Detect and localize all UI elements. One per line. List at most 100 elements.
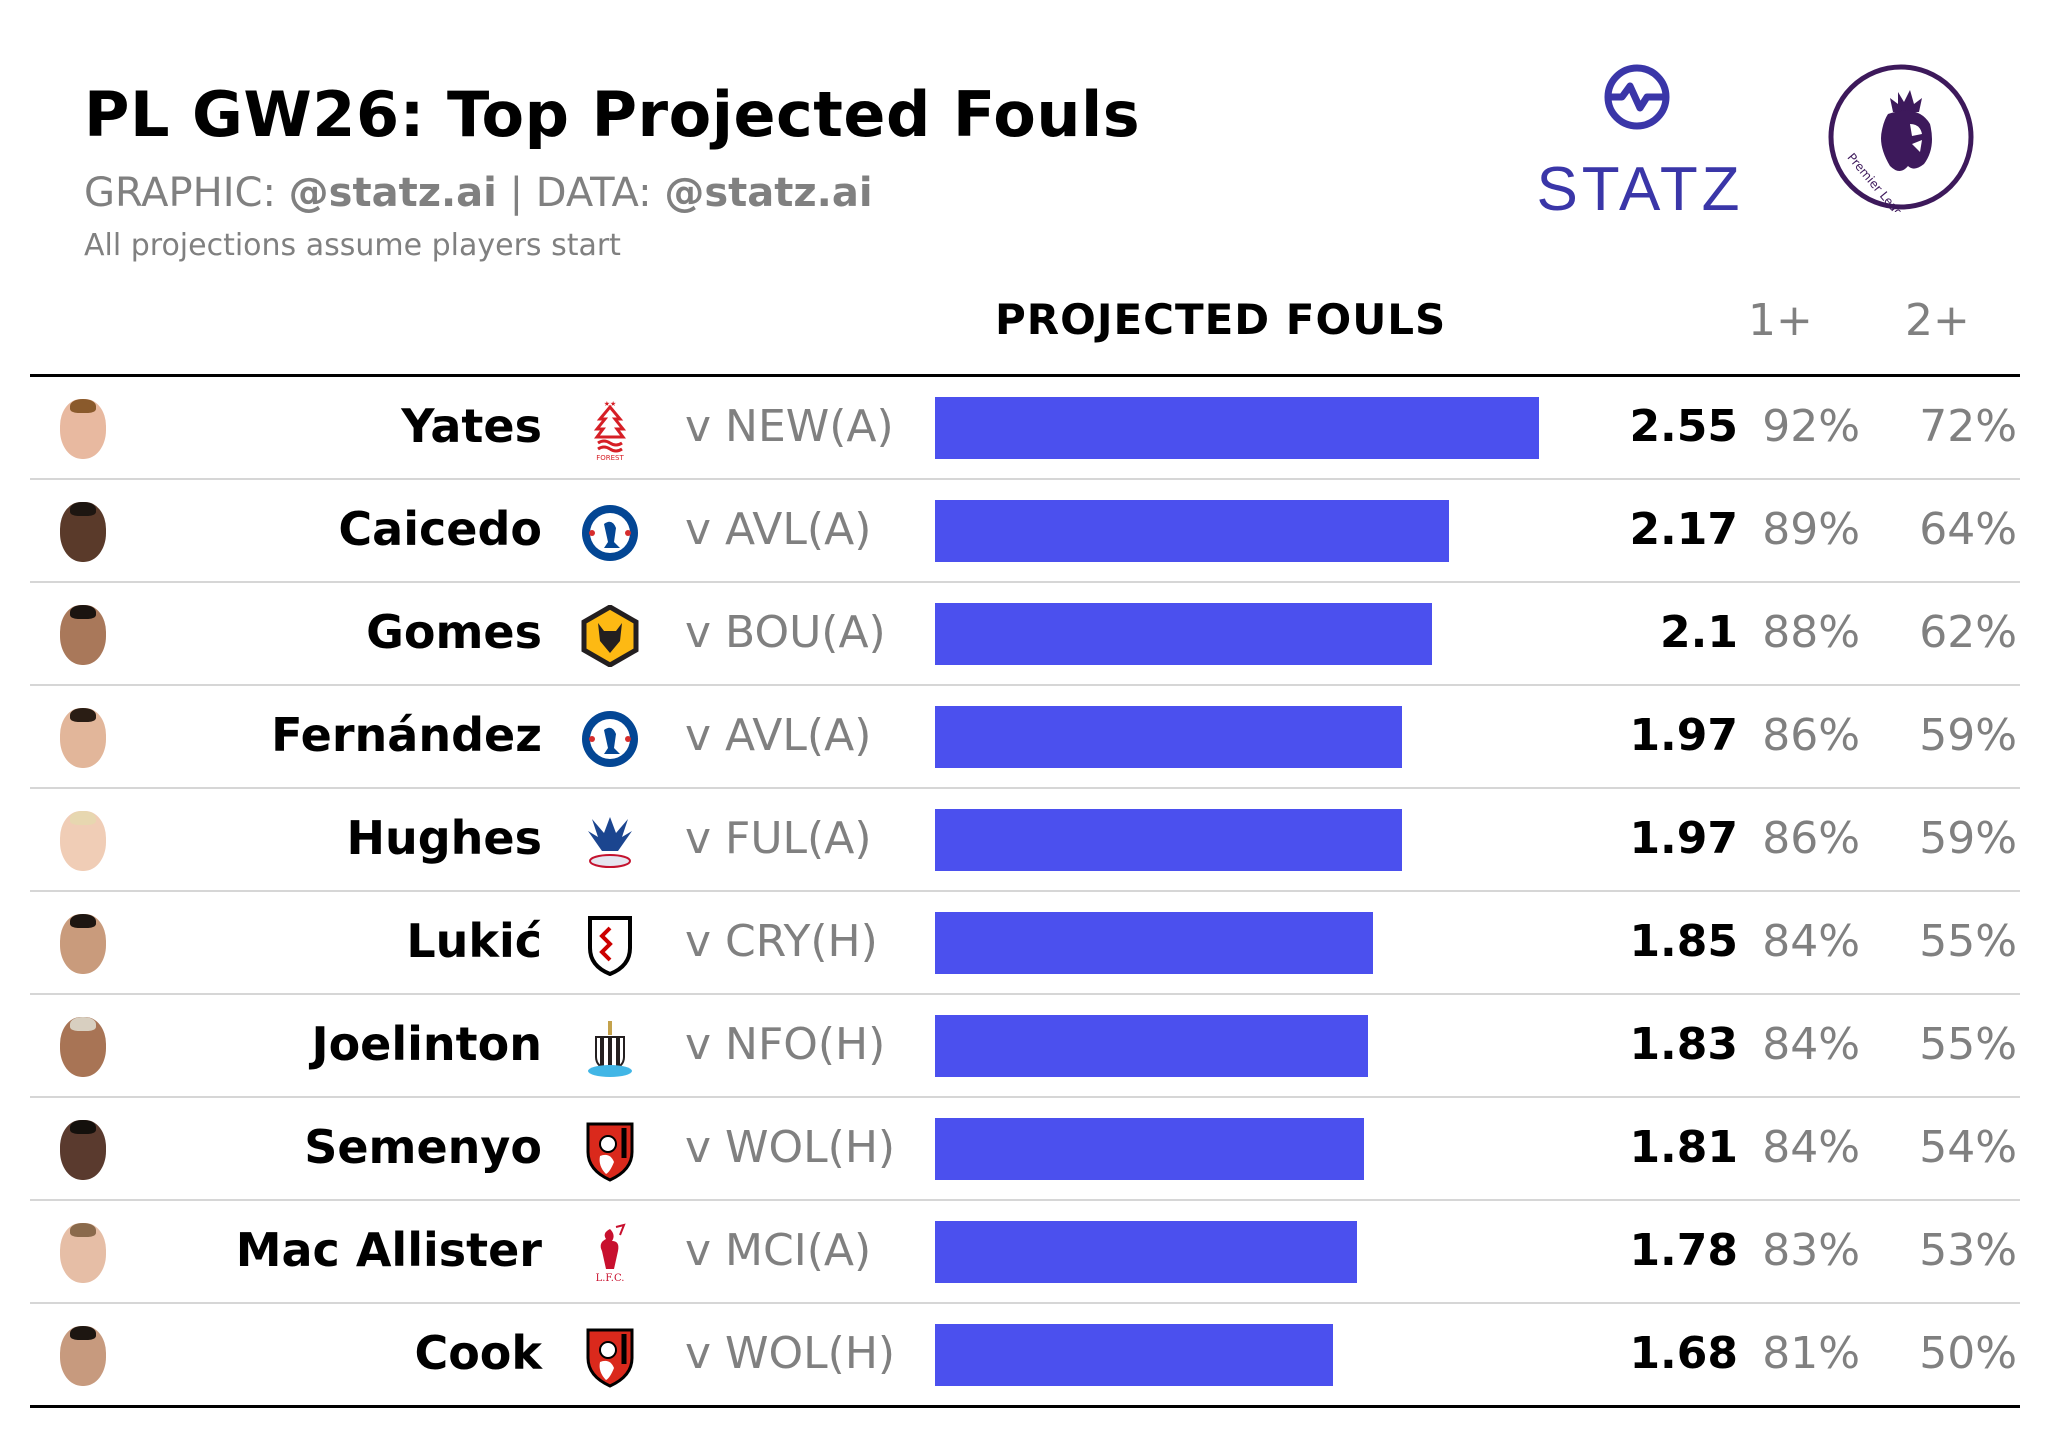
prob-1plus: 84%	[1762, 1019, 1860, 1070]
table-row-semenyo: Semenyo v WOL(H) 1.81 84% 54%	[30, 1098, 2020, 1201]
table-row-gomes: Gomes v BOU(A) 2.1 88% 62%	[30, 583, 2020, 686]
player-avatar	[60, 502, 106, 562]
fouls-bar	[935, 1118, 1364, 1180]
projected-fouls-value: 1.83	[1629, 1019, 1738, 1070]
prob-1plus: 84%	[1762, 1122, 1860, 1173]
column-header-1plus: 1+	[1748, 295, 1813, 346]
prob-2plus: 59%	[1919, 710, 2017, 761]
prob-2plus: 55%	[1919, 1019, 2017, 1070]
table-row-fernández: Fernández v AVL(A) 1.97 86% 59%	[30, 686, 2020, 789]
prob-2plus: 59%	[1919, 813, 2017, 864]
player-name: Gomes	[366, 605, 542, 659]
player-name: Fernández	[271, 708, 542, 762]
prob-1plus: 83%	[1762, 1225, 1860, 1276]
table-row-lukić: Lukić v CRY(H) 1.85 84% 55%	[30, 892, 2020, 995]
prob-2plus: 55%	[1919, 916, 2017, 967]
projected-fouls-value: 1.81	[1629, 1122, 1738, 1173]
player-avatar	[60, 1223, 106, 1283]
svg-text:FOREST: FOREST	[596, 454, 624, 461]
prob-1plus: 92%	[1762, 401, 1860, 452]
pulse-circle-icon	[1604, 64, 1670, 130]
projected-fouls-value: 1.78	[1629, 1225, 1738, 1276]
projected-fouls-value: 2.55	[1629, 401, 1738, 452]
column-header-2plus: 2+	[1905, 295, 1970, 346]
player-avatar	[60, 1120, 106, 1180]
table-row-cook: Cook v WOL(H) 1.68 81% 50%	[30, 1304, 2020, 1407]
player-name: Yates	[401, 399, 542, 453]
projected-fouls-value: 1.68	[1629, 1328, 1738, 1379]
opponent-fixture: v WOL(H)	[685, 1328, 896, 1379]
player-avatar	[60, 1326, 106, 1386]
player-name: Caicedo	[338, 502, 542, 556]
prob-2plus: 50%	[1919, 1328, 2017, 1379]
projected-fouls-value: 1.97	[1629, 710, 1738, 761]
opponent-fixture: v MCI(A)	[685, 1225, 872, 1276]
fouls-bar	[935, 706, 1402, 768]
opponent-fixture: v BOU(A)	[685, 607, 886, 658]
bournemouth-crest-icon	[586, 1122, 634, 1182]
opponent-fixture: v NEW(A)	[685, 401, 894, 452]
opponent-fixture: v NFO(H)	[685, 1019, 886, 1070]
player-avatar	[60, 1017, 106, 1077]
table-top-rule	[30, 374, 2020, 377]
data-handle: @statz.ai	[664, 170, 873, 216]
table-row-hughes: Hughes v FUL(A) 1.97 86% 59%	[30, 789, 2020, 892]
prob-1plus: 88%	[1762, 607, 1860, 658]
fouls-bar	[935, 912, 1373, 974]
fouls-bar	[935, 1015, 1368, 1077]
graphic-label: GRAPHIC:	[84, 170, 289, 216]
prob-2plus: 54%	[1919, 1122, 2017, 1173]
player-name: Hughes	[346, 811, 543, 865]
prob-2plus: 53%	[1919, 1225, 2017, 1276]
crystal-palace-crest-icon	[588, 817, 632, 868]
statz-wordmark: STATZ	[1536, 155, 1744, 224]
chelsea-crest-icon	[582, 505, 638, 561]
player-table: Yates FOREST ★★ v NEW(A) 2.55 92% 72% Cai…	[30, 377, 2020, 1407]
table-row-joelinton: Joelinton v NFO(H) 1.83 84% 55%	[30, 995, 2020, 1098]
statz-logo: STATZ	[1530, 62, 1750, 224]
premier-league-lion-icon: Premier League	[1828, 64, 1974, 212]
opponent-fixture: v AVL(A)	[685, 710, 872, 761]
table-row-mac-allister: Mac Allister L.F.C. v MCI(A) 1.78 83% 53…	[30, 1201, 2020, 1304]
prob-2plus: 62%	[1919, 607, 2017, 658]
newcastle-crest-icon	[588, 1021, 632, 1077]
chart-title: PL GW26: Top Projected Fouls	[84, 78, 1141, 151]
projected-fouls-value: 2.17	[1629, 504, 1738, 555]
column-header-projected-fouls: PROJECTED FOULS	[995, 295, 1447, 344]
table-row-caicedo: Caicedo v AVL(A) 2.17 89% 64%	[30, 480, 2020, 583]
prob-1plus: 86%	[1762, 813, 1860, 864]
opponent-fixture: v CRY(H)	[685, 916, 878, 967]
projected-fouls-value: 1.97	[1629, 813, 1738, 864]
prob-2plus: 72%	[1919, 401, 2017, 452]
svg-text:★★: ★★	[604, 400, 617, 408]
credits-line: GRAPHIC: @statz.ai | DATA: @statz.ai	[84, 170, 873, 216]
fouls-bar	[935, 397, 1539, 459]
table-row-yates: Yates FOREST ★★ v NEW(A) 2.55 92% 72%	[30, 377, 2020, 480]
prob-1plus: 86%	[1762, 710, 1860, 761]
fouls-bar	[935, 809, 1402, 871]
fouls-bar	[935, 500, 1449, 562]
fouls-bar	[935, 603, 1432, 665]
fulham-crest-icon	[588, 916, 632, 976]
prob-1plus: 81%	[1762, 1328, 1860, 1379]
player-name: Semenyo	[304, 1120, 542, 1174]
player-avatar	[60, 914, 106, 974]
opponent-fixture: v WOL(H)	[685, 1122, 896, 1173]
player-avatar	[60, 605, 106, 665]
prob-1plus: 84%	[1762, 916, 1860, 967]
player-avatar	[60, 399, 106, 459]
prob-1plus: 89%	[1762, 504, 1860, 555]
player-name: Lukić	[406, 914, 542, 968]
graphic-handle: @statz.ai	[288, 170, 497, 216]
opponent-fixture: v AVL(A)	[685, 504, 872, 555]
player-name: Joelinton	[311, 1017, 542, 1071]
table-bottom-rule	[30, 1405, 2020, 1408]
chelsea-crest-icon	[582, 711, 638, 767]
nottingham-forest-crest-icon: FOREST ★★	[593, 400, 627, 461]
player-avatar	[60, 811, 106, 871]
credits-separator: |	[496, 170, 536, 216]
opponent-fixture: v FUL(A)	[685, 813, 872, 864]
fouls-bar	[935, 1324, 1333, 1386]
projected-fouls-value: 2.1	[1660, 607, 1738, 658]
bournemouth-crest-icon	[586, 1328, 634, 1388]
